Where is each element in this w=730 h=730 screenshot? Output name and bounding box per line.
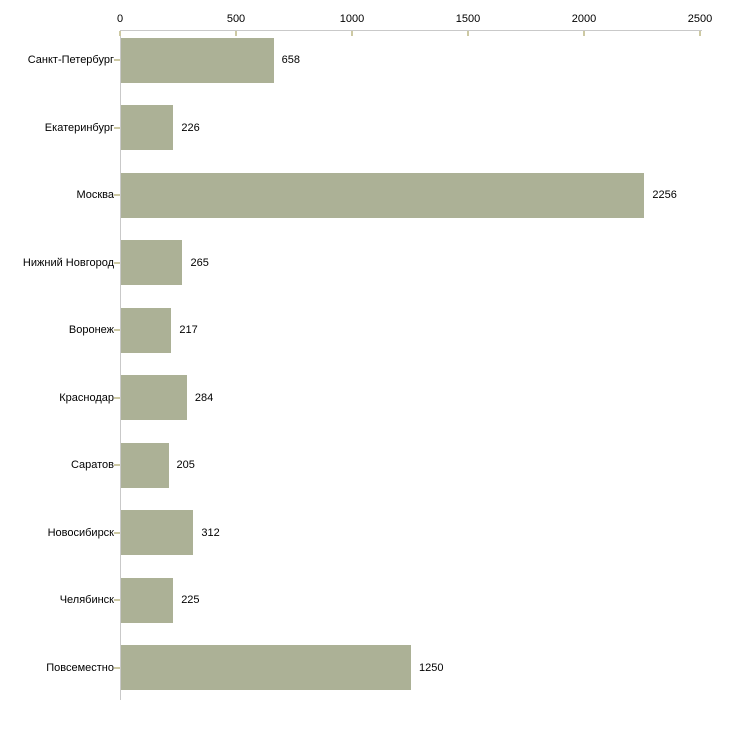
value-label: 658 <box>281 54 300 66</box>
x-axis-tick-label: 2000 <box>571 13 597 25</box>
bar <box>121 510 194 555</box>
y-axis-tick-mark <box>114 464 120 466</box>
bar <box>121 577 174 623</box>
category-label: Краснодар <box>59 391 114 404</box>
y-axis-tick-mark <box>114 396 120 399</box>
category-label: Челябинск <box>59 594 114 606</box>
x-axis-tick-label: 2500 <box>687 13 713 25</box>
value-label: 312 <box>201 526 220 539</box>
value-label: 225 <box>181 594 200 606</box>
category-label: Нижний Новгород <box>22 256 114 269</box>
y-axis-tick-mark <box>114 59 120 61</box>
y-axis-line <box>120 30 121 700</box>
x-axis-tick-mark <box>351 31 353 36</box>
value-label: 284 <box>194 391 214 404</box>
value-label: 226 <box>181 121 200 134</box>
bar <box>121 375 187 420</box>
category-label: Москва <box>76 189 114 201</box>
value-label: 265 <box>190 256 209 269</box>
category-label: Саратов <box>70 459 114 471</box>
x-axis-tick-label: 0 <box>116 13 124 25</box>
y-axis-tick-mark <box>114 126 120 129</box>
x-axis-tick-label: 500 <box>226 13 246 25</box>
bar <box>121 105 174 150</box>
x-axis-line <box>120 30 702 31</box>
y-axis-tick-mark <box>114 194 120 196</box>
value-label: 1250 <box>419 661 444 674</box>
value-label: 2256 <box>652 189 677 201</box>
bar <box>121 307 172 353</box>
category-label: Повсеместно <box>46 661 114 674</box>
y-axis-tick-mark <box>114 329 120 331</box>
x-axis-tick-mark <box>235 31 237 36</box>
category-label: Санкт-Петербург <box>27 54 114 66</box>
bar <box>121 240 183 285</box>
category-label: Екатеринбург <box>44 121 114 134</box>
x-axis-tick-mark <box>119 31 121 36</box>
x-axis-tick-mark <box>583 31 585 36</box>
y-axis-tick-mark <box>114 599 120 601</box>
x-axis-tick-label: 1500 <box>455 13 481 25</box>
x-axis-tick-mark <box>699 31 701 36</box>
x-axis-tick-mark <box>467 31 469 36</box>
bar <box>121 37 274 83</box>
y-axis-tick-mark <box>114 531 120 534</box>
value-label: 217 <box>179 324 198 336</box>
category-label: Воронеж <box>68 324 114 336</box>
bar <box>121 172 645 218</box>
y-axis-tick-mark <box>114 666 120 669</box>
value-label: 205 <box>176 459 195 471</box>
x-axis-tick-label: 1000 <box>339 13 365 25</box>
bar <box>121 442 169 488</box>
y-axis-tick-mark <box>114 261 120 264</box>
category-label: Новосибирск <box>47 526 114 539</box>
bar <box>121 645 411 690</box>
